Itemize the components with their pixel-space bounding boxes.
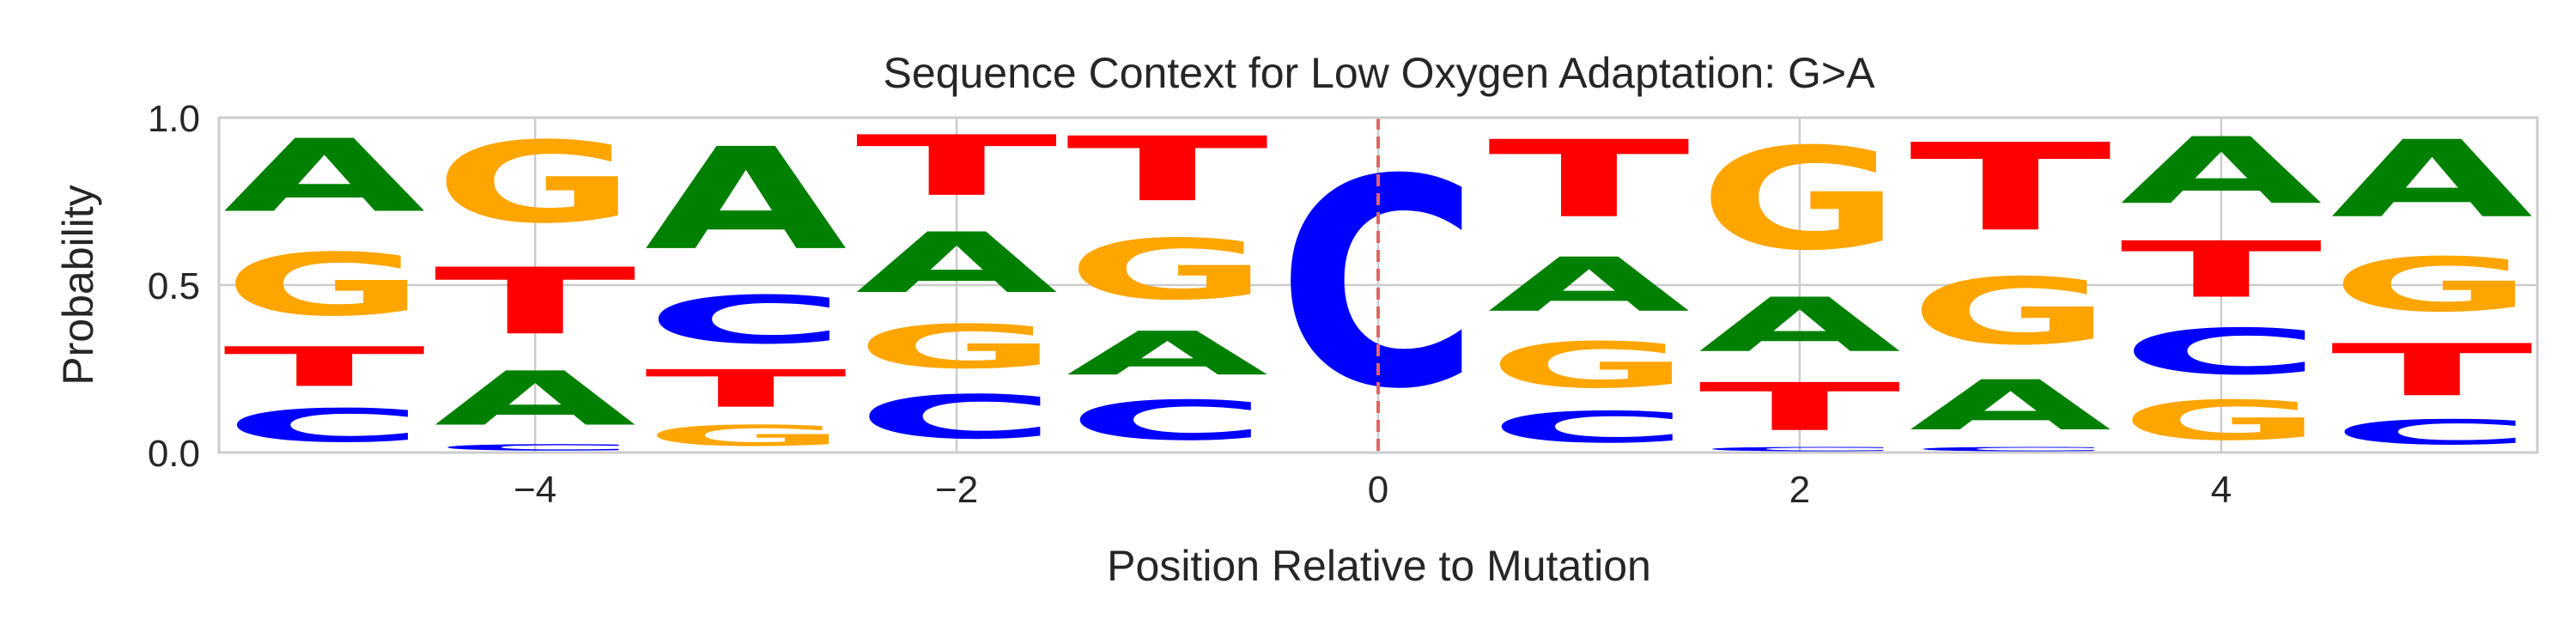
logo-letter-A: A (645, 118, 848, 282)
x-tick-label: −2 (935, 469, 978, 511)
logo-letter-C: C (645, 282, 848, 358)
logo-letter-A: A (2120, 118, 2323, 224)
x-tick-label: 2 (1789, 469, 1810, 511)
plot-frame (217, 116, 2539, 454)
logo-letter-T: T (1910, 118, 2113, 258)
logo-letter-A: A (1488, 241, 1691, 328)
logo-letter-C: C (1698, 446, 1901, 453)
x-axis-ticks: −4 −2 0 2 4 (513, 469, 2232, 511)
logo-letter-C: C (1488, 403, 1691, 453)
logo-letter-A: A (1066, 319, 1269, 388)
logo-letter-C: C (434, 442, 636, 453)
logo-letter-G: G (1066, 222, 1269, 319)
logo-letter-T: T (434, 249, 636, 355)
x-axis-label: Position Relative to Mutation (1107, 542, 1651, 590)
logo-letter-A: A (1910, 366, 2112, 446)
x-tick-label: 0 (1368, 469, 1388, 511)
x-tick-label: −4 (513, 469, 556, 511)
logo-letter-C: C (1910, 446, 2112, 453)
logo-letter-G: G (223, 235, 426, 335)
logo-letter-C: C (2120, 315, 2323, 388)
logo-letter-T: T (855, 118, 1058, 214)
logo-letter-T: T (2330, 329, 2533, 412)
logo-letter-G: G (434, 118, 636, 248)
logo-letter-T: T (2120, 225, 2323, 315)
logo-letter-C: C (855, 382, 1058, 453)
logo-letter-A: A (2330, 118, 2533, 241)
logo-letter-T: T (1698, 369, 1901, 446)
logo-letter-G: G (2330, 242, 2533, 329)
logo-letter-G: G (645, 419, 848, 453)
logo-letter-A: A (1698, 282, 1901, 368)
y-tick-label: 0.5 (148, 265, 200, 307)
y-axis-ticks: 0.0 0.5 1.0 (148, 98, 200, 475)
chart-title: Sequence Context for Low Oxygen Adaptati… (884, 49, 1876, 97)
logo-letter-G: G (1698, 118, 1901, 282)
y-axis-label: Probability (54, 185, 102, 385)
x-tick-label: 4 (2211, 469, 2232, 511)
logo-letter-C: C (223, 399, 426, 453)
logo-letter-C: C (1066, 389, 1269, 453)
logo-letter-T: T (645, 359, 848, 419)
y-tick-label: 0.0 (148, 433, 200, 475)
logo-letter-G: G (2120, 389, 2323, 453)
logo-letter-T: T (1066, 118, 1269, 221)
y-tick-label: 1.0 (148, 98, 200, 140)
logo-letter-T: T (1488, 118, 1692, 242)
logo-letter-C: C (2330, 412, 2533, 453)
logo-letter-G: G (1910, 258, 2112, 365)
logo-letter-G: G (1488, 329, 1691, 402)
logo-letter-G: G (855, 313, 1058, 382)
logo-letter-T: T (223, 336, 426, 399)
logo-letter-A: A (434, 355, 636, 442)
logo-letter-A: A (855, 216, 1058, 313)
logo-letter-A: A (223, 118, 426, 235)
